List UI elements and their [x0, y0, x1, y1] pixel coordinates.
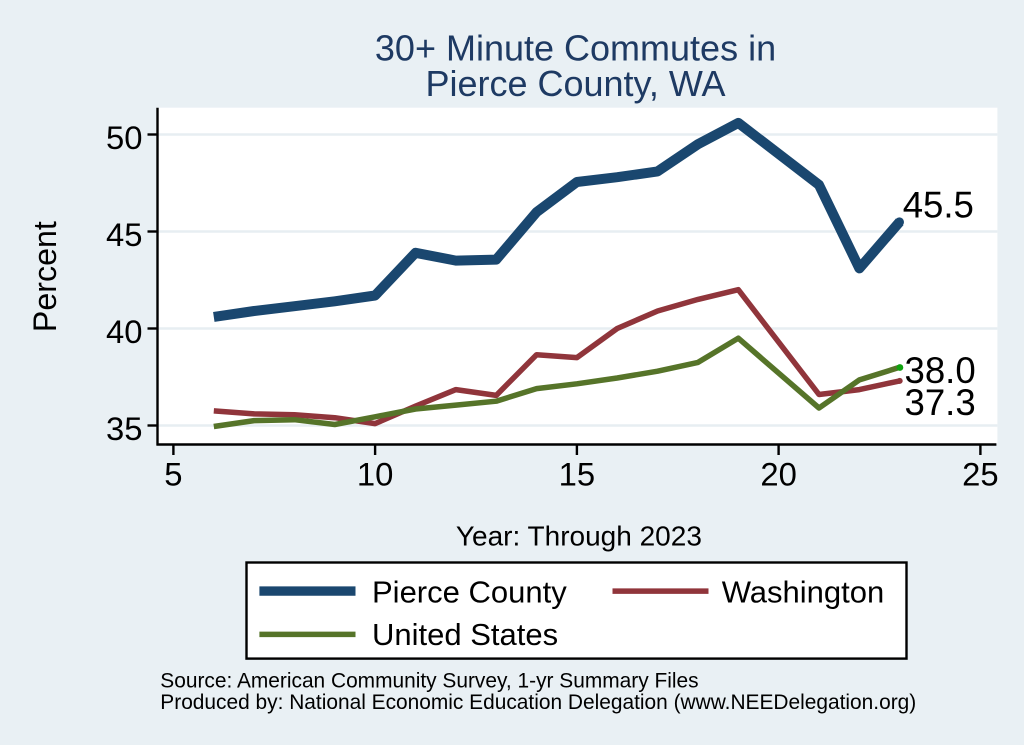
svg-text:20: 20	[760, 455, 796, 492]
svg-text:Washington: Washington	[722, 574, 885, 609]
svg-text:Pierce County, WA: Pierce County, WA	[425, 63, 725, 104]
svg-text:38.0: 38.0	[905, 350, 976, 391]
svg-text:45: 45	[106, 216, 142, 253]
svg-text:50: 50	[106, 119, 142, 156]
svg-text:15: 15	[559, 455, 595, 492]
svg-text:45.5: 45.5	[903, 184, 974, 225]
svg-text:37.3: 37.3	[905, 382, 976, 423]
svg-text:10: 10	[357, 455, 393, 492]
svg-text:Source: American Community Sur: Source: American Community Survey, 1-yr …	[160, 670, 698, 693]
svg-text:Percent: Percent	[27, 221, 63, 332]
svg-text:Year: Through 2023: Year: Through 2023	[456, 520, 702, 551]
svg-text:30+ Minute Commutes in: 30+ Minute Commutes in	[375, 27, 776, 68]
svg-text:United States: United States	[372, 617, 558, 652]
svg-text:5: 5	[164, 455, 182, 492]
svg-text:35: 35	[106, 410, 142, 447]
svg-text:40: 40	[106, 313, 142, 350]
svg-text:Produced by: National Economic: Produced by: National Economic Education…	[160, 691, 916, 714]
svg-text:25: 25	[962, 455, 998, 492]
svg-text:Pierce County: Pierce County	[372, 574, 567, 609]
